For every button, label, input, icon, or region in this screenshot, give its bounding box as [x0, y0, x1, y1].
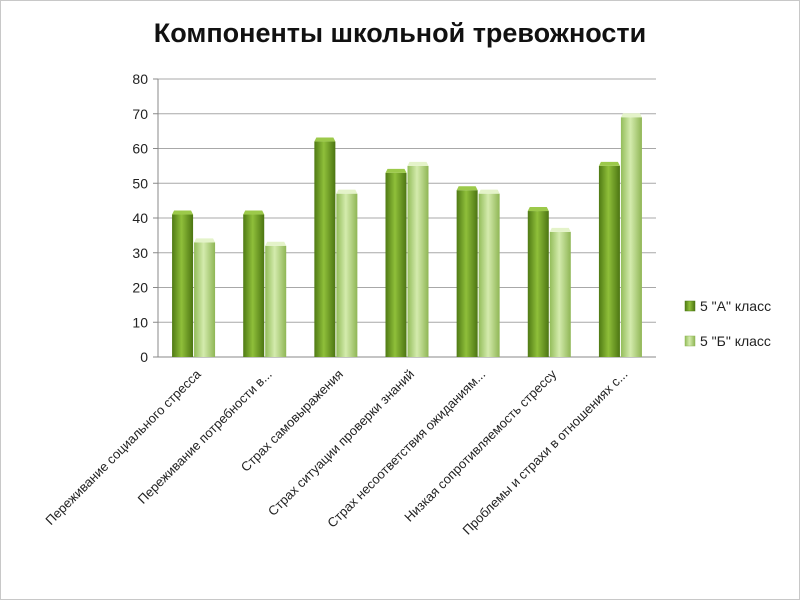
bar-top — [336, 189, 358, 194]
bar-top — [243, 210, 265, 215]
x-tick-label: Страх несоответствия ожиданиям... — [324, 367, 488, 531]
x-tick-label: Переживание социального стресса — [42, 366, 204, 528]
y-tick-label: 80 — [132, 71, 148, 87]
bar — [336, 193, 358, 357]
y-tick-label: 60 — [132, 141, 148, 157]
bar-top — [598, 161, 620, 166]
bar-top — [478, 189, 500, 194]
bar — [385, 172, 407, 357]
bar-top — [527, 207, 549, 212]
bar-top — [620, 113, 642, 118]
bar — [172, 214, 194, 357]
legend-swatch — [684, 300, 696, 312]
bar — [478, 193, 500, 357]
legend-label: 5 "А" класс — [700, 298, 771, 314]
y-tick-label: 10 — [132, 314, 148, 330]
bar — [456, 190, 478, 357]
bar-top — [172, 210, 194, 215]
y-tick-label: 0 — [140, 349, 148, 365]
bar — [598, 165, 620, 357]
y-tick-label: 50 — [132, 175, 148, 191]
bar — [265, 245, 287, 357]
y-tick-label: 70 — [132, 106, 148, 122]
bar-top — [265, 241, 287, 246]
bar — [314, 141, 336, 357]
bar-top — [314, 137, 336, 142]
bar-top — [385, 168, 407, 173]
y-tick-label: 40 — [132, 210, 148, 226]
bar-top — [549, 227, 571, 232]
gridlines — [158, 78, 656, 358]
bar — [549, 231, 571, 357]
bar — [620, 117, 642, 357]
bar-top — [407, 161, 429, 166]
bar — [194, 242, 216, 357]
x-tick-label: Переживание потребности в... — [135, 367, 275, 507]
legend-label: 5 "Б" класс — [700, 333, 771, 349]
bars — [172, 113, 642, 357]
legend-swatch — [684, 335, 696, 347]
axes — [153, 78, 656, 358]
legend: 5 "А" класс 5 "Б" класс — [684, 298, 771, 349]
x-tick-label: Проблемы и страхи в отношениях с... — [459, 367, 630, 538]
bar-top — [456, 186, 478, 191]
bar — [243, 214, 265, 357]
y-tick-label: 20 — [132, 280, 148, 296]
x-tick-label: Низкая сопротивляемость стрессу — [401, 366, 560, 525]
chart-title: Компоненты школьной тревожности — [153, 18, 647, 48]
x-tick-label: Страх ситуации проверки знаний — [265, 367, 417, 519]
bar-top — [194, 238, 216, 243]
bar — [527, 211, 549, 357]
y-tick-label: 30 — [132, 245, 148, 261]
bar — [407, 165, 429, 357]
